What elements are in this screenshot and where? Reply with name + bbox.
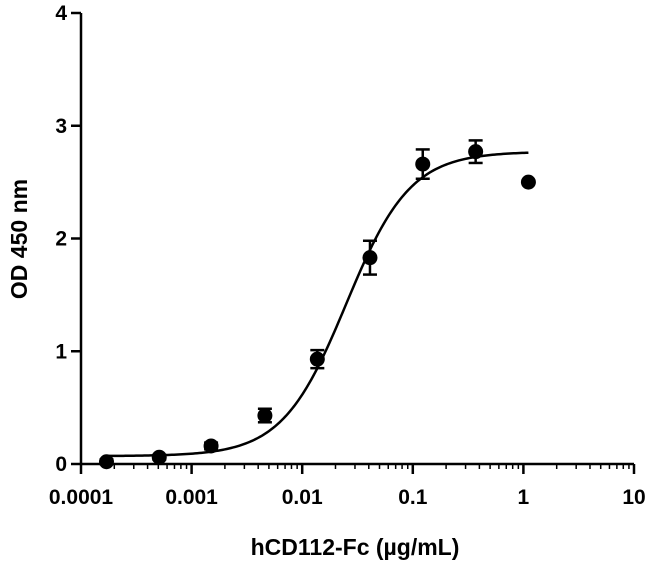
data-point-group: [415, 148, 431, 180]
data-point: [98, 454, 114, 470]
data-point-group: [98, 454, 114, 470]
y-tick-label: 2: [55, 228, 67, 251]
y-tick-label: 1: [55, 340, 67, 363]
data-point: [309, 351, 325, 367]
data-point-group: [203, 438, 219, 454]
ticks: [71, 11, 636, 474]
y-tick-label: 0: [55, 453, 67, 476]
y-tick-label: 4: [55, 2, 67, 25]
data-point: [415, 156, 431, 172]
data-point: [520, 174, 536, 190]
tick-labels: 0 1 2 3 4 0.0001 0.001 0.01 0.1 1 10: [49, 2, 646, 509]
axes: [79, 13, 634, 466]
data-point-group: [151, 449, 167, 465]
data-point-group: [468, 139, 484, 165]
data-point-group: [257, 407, 273, 424]
data-point: [257, 408, 273, 424]
data-point: [203, 438, 219, 454]
data-point-group: [362, 239, 378, 276]
y-tick-label: 3: [55, 115, 67, 138]
x-tick-label: 0.1: [398, 486, 428, 509]
x-tick-label: 1: [518, 486, 530, 509]
x-tick-label: 0.001: [165, 486, 218, 509]
x-tick-label: 0.01: [282, 486, 323, 509]
x-axis-title: hCD112-Fc (µg/mL): [251, 534, 460, 560]
data-point: [468, 144, 484, 160]
fit-curve: [106, 151, 529, 458]
data-points: [98, 139, 536, 470]
data-point-group: [309, 348, 325, 370]
data-point: [362, 250, 378, 266]
data-point: [151, 449, 167, 465]
data-point-group: [520, 174, 536, 190]
y-axis-title: OD 450 nm: [6, 179, 32, 299]
x-tick-label: 0.0001: [49, 486, 114, 509]
x-tick-label: 10: [622, 486, 645, 509]
